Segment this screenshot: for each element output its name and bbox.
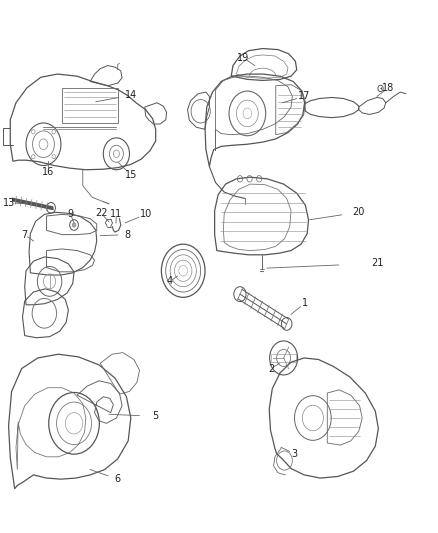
Text: 1: 1 <box>302 297 308 308</box>
Text: 22: 22 <box>95 208 107 219</box>
Text: 8: 8 <box>124 230 131 240</box>
Text: 6: 6 <box>115 474 121 484</box>
Text: 20: 20 <box>353 207 365 217</box>
Text: 16: 16 <box>42 167 54 177</box>
Text: 3: 3 <box>291 449 297 458</box>
Text: 21: 21 <box>371 259 383 268</box>
Text: 19: 19 <box>237 53 249 62</box>
Text: 11: 11 <box>110 209 123 220</box>
Circle shape <box>72 223 76 227</box>
Text: 9: 9 <box>67 209 74 220</box>
Text: 18: 18 <box>382 83 395 93</box>
Text: 15: 15 <box>125 169 137 180</box>
Text: 5: 5 <box>152 411 159 422</box>
Text: 17: 17 <box>298 91 311 101</box>
Text: 13: 13 <box>4 198 16 208</box>
Text: 2: 2 <box>268 364 275 374</box>
Text: 4: 4 <box>167 277 173 286</box>
Text: 7: 7 <box>21 230 28 240</box>
Text: 14: 14 <box>125 90 137 100</box>
Text: 10: 10 <box>140 209 152 220</box>
